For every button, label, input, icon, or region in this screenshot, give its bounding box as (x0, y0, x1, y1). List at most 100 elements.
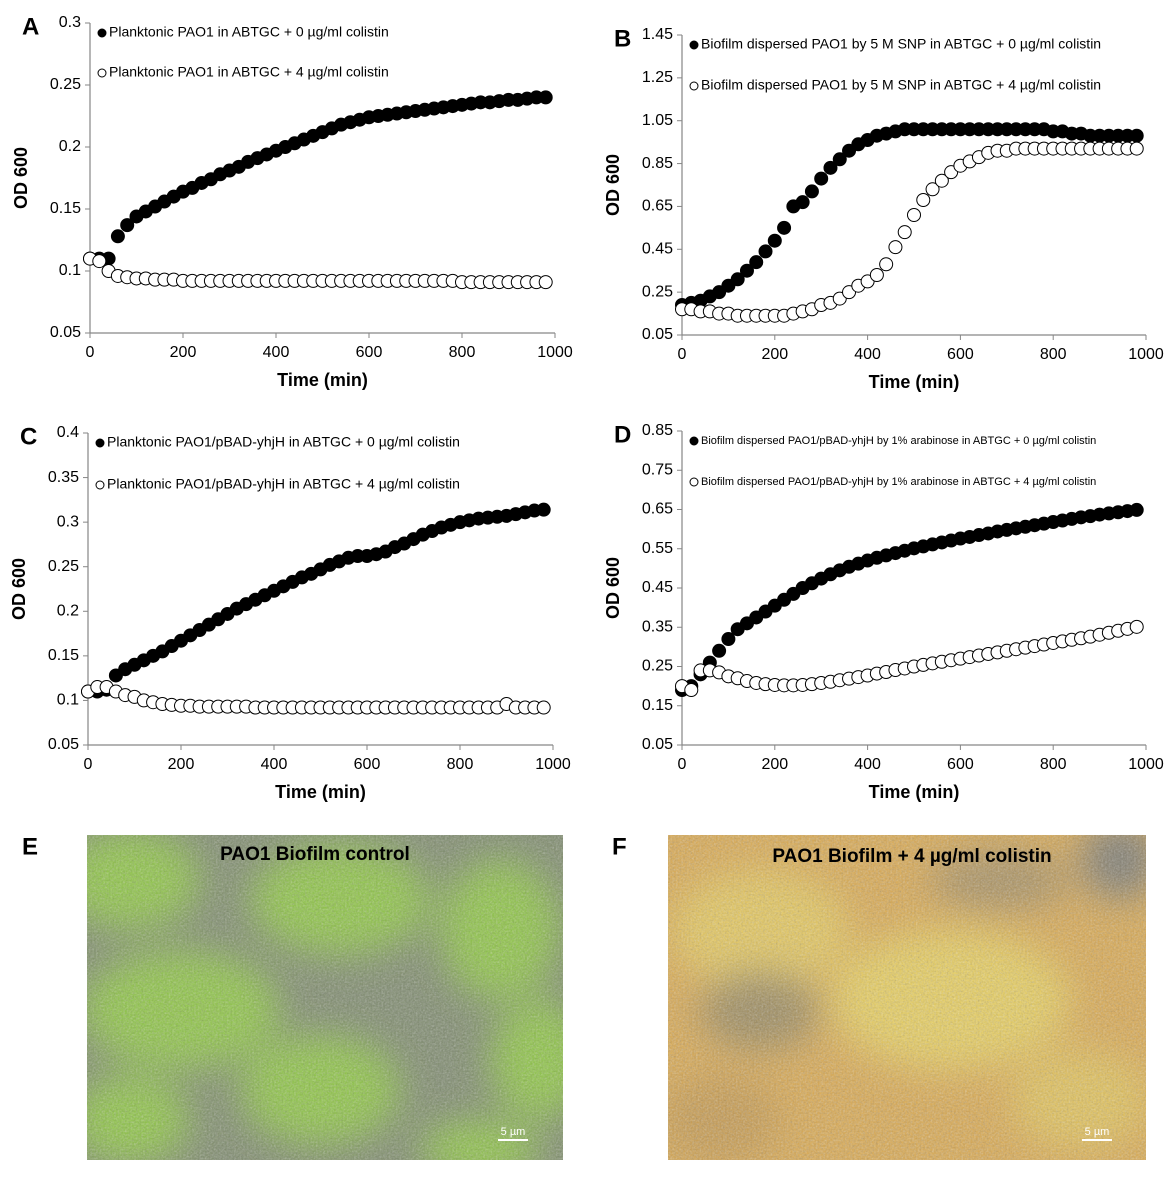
y-tick-label: 0.25 (642, 658, 673, 675)
panel-letter: E (22, 833, 38, 860)
y-tick-label: 0.05 (50, 324, 81, 341)
x-axis-title: Time (min) (869, 372, 960, 392)
y-tick-label: 0.4 (57, 424, 79, 441)
data-point (758, 244, 773, 259)
panel-letter: D (614, 421, 631, 448)
data-point (879, 257, 894, 272)
x-tick-label: 800 (1040, 346, 1067, 363)
data-point (721, 632, 736, 647)
x-tick-label: 0 (86, 344, 95, 361)
legend-marker (97, 28, 107, 38)
legend-label: Planktonic PAO1 in ABTGC + 0 µg/ml colis… (109, 24, 389, 40)
data-point (538, 90, 553, 105)
micrograph-f (668, 835, 1146, 1160)
data-point (767, 233, 782, 248)
y-tick-label: 0.3 (59, 14, 81, 31)
x-tick-label: 600 (947, 346, 974, 363)
y-tick-label: 0.35 (642, 618, 673, 635)
x-axis-title: Time (min) (275, 782, 366, 802)
y-tick-label: 0.15 (642, 697, 673, 714)
legend-marker (95, 480, 105, 490)
x-tick-label: 200 (761, 756, 788, 773)
panel-letter: C (20, 423, 37, 450)
y-tick-label: 0.05 (48, 736, 79, 753)
x-tick-label: 600 (947, 756, 974, 773)
data-point (712, 643, 727, 658)
x-tick-label: 1000 (537, 344, 573, 361)
y-tick-label: 0.25 (642, 283, 673, 300)
y-tick-label: 0.65 (642, 198, 673, 215)
y-tick-label: 0.1 (59, 262, 81, 279)
legend-label: Planktonic PAO1 in ABTGC + 4 µg/ml colis… (109, 64, 389, 80)
data-point (1129, 502, 1144, 517)
data-point (536, 502, 551, 517)
x-tick-label: 400 (854, 756, 881, 773)
data-point (739, 263, 754, 278)
y-axis-title: OD 600 (11, 147, 31, 209)
y-tick-label: 0.05 (642, 326, 673, 343)
legend-label: Biofilm dispersed PAO1 by 5 M SNP in ABT… (701, 77, 1101, 93)
legend-marker (689, 81, 699, 91)
y-tick-label: 0.3 (57, 513, 79, 530)
data-point (823, 160, 838, 175)
y-tick-label: 0.55 (642, 540, 673, 557)
scale-label: 5 µm (501, 1126, 526, 1138)
y-axis-title: OD 600 (603, 557, 623, 619)
y-tick-label: 0.35 (48, 469, 79, 486)
legend-label: Planktonic PAO1/pBAD-yhjH in ABTGC + 0 µ… (107, 434, 460, 450)
data-point (538, 275, 553, 290)
x-tick-label: 400 (261, 756, 288, 773)
data-point (1129, 141, 1144, 156)
image-title: PAO1 Biofilm control (220, 844, 410, 865)
data-point (888, 240, 903, 255)
legend-marker (689, 436, 699, 446)
data-point (92, 254, 107, 269)
y-tick-label: 0.25 (48, 558, 79, 575)
x-tick-label: 200 (168, 756, 195, 773)
y-tick-label: 0.15 (48, 647, 79, 664)
data-point (749, 255, 764, 270)
y-tick-label: 0.1 (57, 692, 79, 709)
panel-letter: F (612, 833, 627, 860)
y-tick-label: 0.85 (642, 155, 673, 172)
micrograph-e (87, 835, 563, 1160)
x-tick-label: 600 (356, 344, 383, 361)
data-point (684, 683, 699, 698)
legend-label: Biofilm dispersed PAO1 by 5 M SNP in ABT… (701, 36, 1101, 52)
y-tick-label: 0.75 (642, 461, 673, 478)
legend-marker (689, 477, 699, 487)
legend-label: Planktonic PAO1/pBAD-yhjH in ABTGC + 4 µ… (107, 476, 460, 492)
data-point (804, 184, 819, 199)
data-point (120, 218, 135, 233)
y-tick-label: 0.65 (642, 501, 673, 518)
data-point (907, 208, 921, 222)
legend-marker (689, 40, 699, 50)
x-tick-label: 800 (1040, 756, 1067, 773)
x-tick-label: 800 (447, 756, 474, 773)
data-point (934, 173, 949, 188)
legend-label: Biofilm dispersed PAO1/pBAD-yhjH by 1% a… (701, 435, 1096, 447)
data-point (897, 225, 912, 240)
x-tick-label: 200 (761, 346, 788, 363)
scale-label: 5 µm (1085, 1126, 1110, 1138)
data-point (777, 220, 792, 235)
data-point (814, 171, 829, 186)
legend-marker (95, 438, 105, 448)
y-tick-label: 0.45 (642, 241, 673, 258)
y-tick-label: 1.45 (642, 26, 673, 43)
x-tick-label: 0 (84, 756, 93, 773)
data-point (1129, 128, 1144, 143)
x-axis-title: Time (min) (277, 370, 368, 390)
y-tick-label: 0.2 (57, 603, 79, 620)
y-axis-title: OD 600 (603, 154, 623, 216)
y-tick-label: 0.25 (50, 76, 81, 93)
data-point (916, 193, 931, 207)
y-tick-label: 1.05 (642, 112, 673, 129)
panel-letter: B (614, 25, 631, 52)
y-tick-label: 0.85 (642, 422, 673, 439)
x-tick-label: 200 (170, 344, 197, 361)
y-tick-label: 0.45 (642, 579, 673, 596)
x-tick-label: 400 (263, 344, 290, 361)
x-tick-label: 800 (449, 344, 476, 361)
